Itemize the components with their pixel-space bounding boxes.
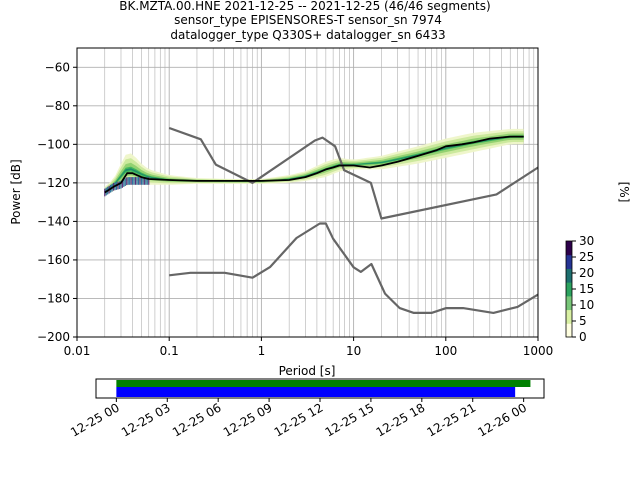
timeline-tick-label: 12-25 03	[119, 400, 173, 439]
timeline-bar-data	[116, 380, 531, 387]
plot-grid	[76, 48, 538, 338]
histogram-band	[104, 128, 524, 197]
y-axis-label: Power [dB]	[9, 159, 23, 224]
y-tick-label: −140	[37, 214, 70, 228]
timeline-tick-label: 12-25 15	[323, 400, 377, 439]
colorbar-segment	[566, 282, 572, 297]
colorbar-tick-label: 20	[579, 266, 594, 280]
colorbar-tick-label: 15	[579, 282, 594, 296]
colorbar-segment	[566, 309, 572, 324]
x-tick-label: 1000	[523, 344, 554, 358]
chart-title-line2: sensor_type EPISENSORES-T sensor_sn 7974	[174, 13, 442, 27]
colorbar-tick-label: 25	[579, 250, 594, 264]
colorbar-label: [%]	[617, 182, 631, 203]
timeline-bar-used	[116, 387, 516, 397]
y-tick-label: −100	[37, 137, 70, 151]
colorbar-tick-label: 5	[579, 314, 587, 328]
y-tick-label: −160	[37, 253, 70, 267]
x-tick-label: 0.1	[160, 344, 179, 358]
timeline-tick-label: 12-25 18	[374, 400, 428, 439]
colorbar-tick-label: 30	[579, 234, 594, 248]
timeline-tick-label: 12-25 21	[425, 400, 479, 439]
x-tick-label: 10	[346, 344, 361, 358]
colorbar: 0 5 10 15 20 25 30	[565, 234, 594, 344]
x-tick-label: 0.01	[64, 344, 91, 358]
x-tick-label: 100	[434, 344, 457, 358]
timeline-tick-label: 12-25 06	[170, 400, 224, 439]
x-tick-label: 1	[258, 344, 266, 358]
x-axis-label: Period [s]	[279, 364, 336, 378]
plot-ticks: 0.01 0.1 1 10 100 1000 −200 −180 −160 −140 −120 −10…	[37, 60, 553, 358]
colorbar-segment	[566, 268, 572, 283]
y-tick-label: −120	[37, 176, 70, 190]
plot-frame	[76, 47, 539, 338]
timeline-tick-label: 12-25 12	[272, 400, 326, 439]
nhnm-curve	[168, 126, 539, 220]
mean-curve	[104, 135, 524, 194]
colorbar-segment	[566, 323, 572, 338]
histogram-band-layer-2	[104, 133, 524, 194]
timeline-tick-label: 12-25 00	[68, 400, 122, 439]
colorbar-tick-label: 10	[579, 298, 594, 312]
timeline-tick-label: 12-26 00	[475, 400, 529, 439]
colorbar-segment	[566, 295, 572, 311]
timeline-tick-label: 12-25 09	[221, 400, 275, 439]
colorbar-tick-label: 0	[579, 330, 587, 344]
chart-title-line1: BK.MZTA.00.HNE 2021-12-25 -- 2021-12-25 …	[119, 0, 490, 13]
nlnm-curve	[169, 222, 539, 314]
y-tick-label: −180	[37, 291, 70, 305]
colorbar-segment	[566, 254, 572, 269]
y-tick-label: −200	[37, 330, 70, 344]
y-tick-label: −60	[45, 60, 70, 74]
plot-curves	[104, 126, 539, 314]
chart-title-line3: datalogger_type Q330S+ datalogger_sn 643…	[170, 28, 445, 42]
y-tick-label: −80	[45, 99, 70, 113]
colorbar-segment	[566, 241, 572, 256]
